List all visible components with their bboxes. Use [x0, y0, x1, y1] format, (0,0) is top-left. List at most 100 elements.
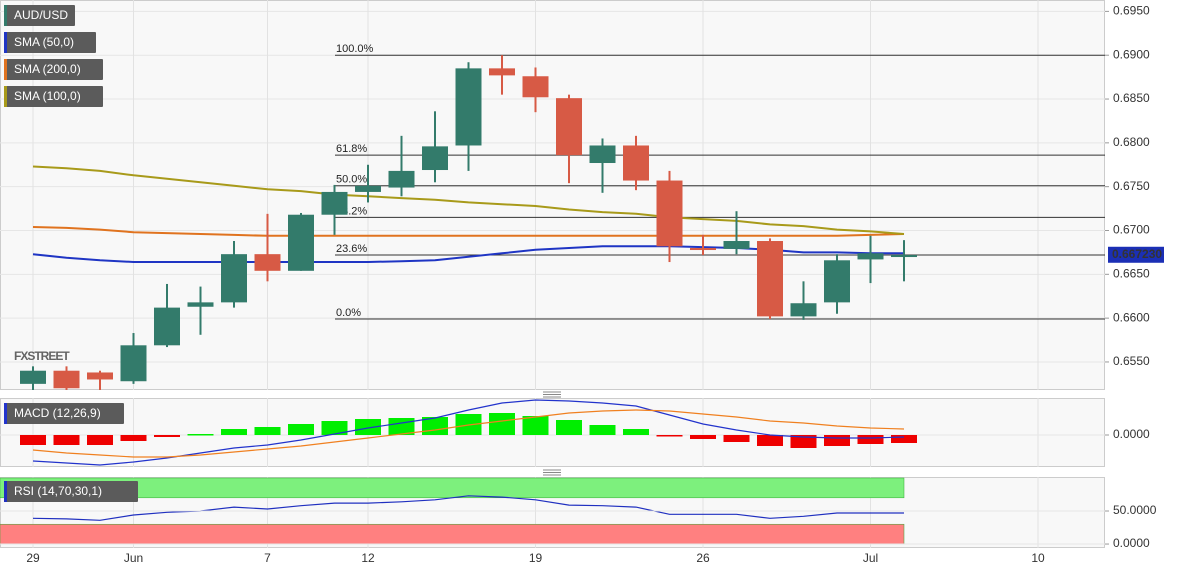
histogram-bar [254, 427, 281, 435]
candle-body [723, 241, 750, 249]
macd-plot [20, 399, 917, 466]
candle-body [355, 185, 381, 192]
sma-line [32, 165, 905, 235]
fib-label: 0.0% [336, 307, 361, 319]
legend-label: MACD (12,26,9) [14, 406, 101, 420]
candle-body [790, 303, 817, 317]
legend-box [4, 32, 96, 53]
histogram-bar [120, 435, 147, 441]
legend-swatch [4, 481, 7, 502]
histogram-bar [87, 435, 113, 445]
legend-swatch [4, 86, 7, 107]
legend-item[interactable]: AUD/USD [4, 5, 75, 26]
legend-box [4, 59, 103, 80]
y-tick-label: 0.0000 [1113, 427, 1150, 441]
candle-body [321, 191, 348, 215]
x-tick-label: 29 [26, 551, 40, 565]
candle-body [120, 345, 147, 382]
y-tick-label: 0.6650 [1113, 266, 1150, 280]
histogram-bar [757, 435, 783, 446]
x-tick-label: 12 [361, 551, 375, 565]
x-tick-label: 7 [264, 551, 271, 565]
histogram-bar [221, 429, 247, 435]
candle-body [187, 302, 214, 307]
histogram-bar [824, 435, 850, 446]
macd-panel [0, 398, 1105, 467]
rsi-plot [0, 477, 905, 545]
candle-body [589, 145, 616, 164]
legend-item[interactable]: SMA (200,0) [4, 59, 103, 80]
fib-label: 50.0% [336, 174, 367, 186]
histogram-bar [589, 425, 616, 435]
candle-body [757, 241, 783, 317]
y-tick-label: 0.6600 [1113, 310, 1150, 324]
last-price-tag [1108, 246, 1164, 263]
fib-label: 100.0% [336, 43, 374, 55]
histogram-bar [489, 413, 515, 435]
plot-layer: 0.6950 0.6900 0.6850 0.6800 0.6750 0.6700 0.66… [0, 0, 1164, 565]
x-tick-label: 26 [696, 551, 710, 565]
sma-line [32, 226, 905, 237]
price-plot: 100.0%61.8%50.0%38.2%23.6%0.0% [20, 43, 1105, 390]
rsi-band [0, 523, 905, 545]
candle-body [824, 260, 850, 303]
legend-box [4, 5, 75, 26]
y-tick-label: 50.0000 [1113, 503, 1157, 517]
x-tick-label: 10 [1031, 551, 1045, 565]
candle-body [254, 254, 281, 271]
candle-body [891, 255, 917, 258]
indicator-line [32, 495, 904, 521]
y-tick-label: 0.6550 [1113, 354, 1150, 368]
histogram-bar [857, 435, 884, 444]
y-tick-label: 0.0000 [1113, 536, 1150, 550]
legend-swatch [4, 403, 7, 424]
legend-item[interactable]: SMA (100,0) [4, 86, 103, 107]
fib-label: 23.6% [336, 243, 367, 255]
candle-body [288, 214, 314, 271]
legend-item[interactable]: MACD (12,26,9) [4, 403, 124, 424]
y-tick-label: 0.6900 [1113, 47, 1150, 61]
histogram-bar [891, 435, 917, 443]
candle-body [87, 372, 113, 380]
histogram-bar [321, 421, 348, 435]
legend-box [4, 86, 103, 107]
histogram-bar [690, 435, 716, 439]
legend-box [4, 403, 124, 424]
candle-body [656, 180, 683, 247]
histogram-bar [355, 419, 381, 435]
y-tick-label: 0.6750 [1113, 179, 1150, 193]
indicator-line [32, 409, 905, 458]
candle-body [388, 170, 415, 188]
candle-body [857, 253, 884, 260]
legend-item[interactable]: RSI (14,70,30,1) [4, 481, 138, 502]
histogram-bar [556, 420, 582, 435]
histogram-bar [53, 435, 80, 445]
candle-body [690, 248, 716, 251]
legend-label: SMA (50,0) [14, 35, 74, 49]
candle-body [154, 307, 180, 346]
last-price-label: 0.667230 [1112, 247, 1162, 261]
x-tick-label: Jul [863, 551, 878, 565]
candle-body [455, 68, 482, 146]
candle-body [221, 254, 247, 303]
panel-handle[interactable] [543, 469, 561, 476]
histogram-bar [20, 435, 46, 445]
histogram-bar [623, 429, 649, 435]
histogram-bar [656, 435, 683, 437]
legend-swatch [4, 5, 7, 26]
histogram-bar [187, 434, 214, 436]
x-tick-label: 19 [529, 551, 543, 565]
y-tick-label: 0.6850 [1113, 91, 1150, 105]
candle-body [20, 370, 46, 384]
candle-body [623, 145, 649, 181]
fib-label: 61.8% [336, 143, 367, 155]
legend-label: AUD/USD [14, 8, 68, 22]
legend-item[interactable]: SMA (50,0) [4, 32, 96, 53]
candle-body [556, 98, 582, 156]
price-panel [0, 0, 1105, 390]
histogram-bar [522, 416, 549, 435]
legend-label: SMA (200,0) [14, 62, 81, 76]
panel-handle[interactable] [543, 391, 561, 398]
